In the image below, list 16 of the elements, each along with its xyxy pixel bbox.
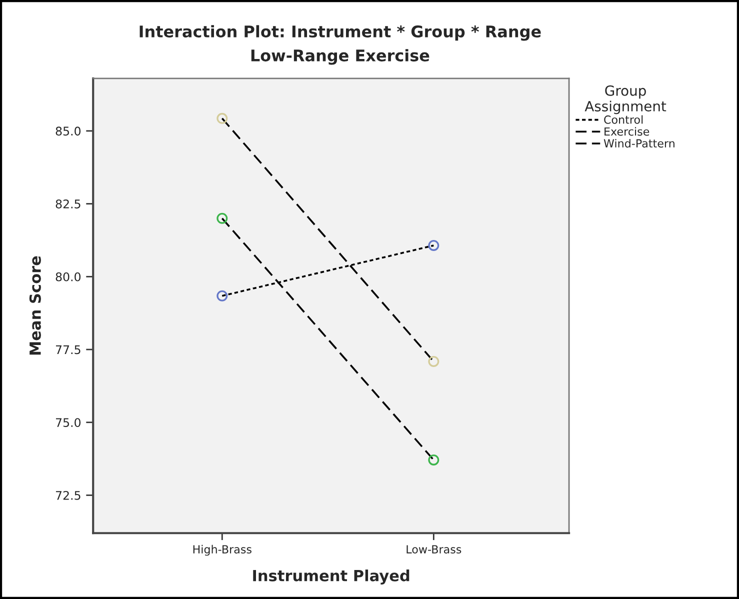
x-tick-label: High-Brass bbox=[193, 544, 252, 556]
y-tick-label: 80.0 bbox=[56, 272, 81, 282]
y-tick-label: 77.5 bbox=[56, 345, 80, 354]
y-tick-label: 75.0 bbox=[56, 418, 81, 428]
y-axis-title: Mean Score bbox=[29, 256, 41, 355]
y-tick-label: 82.5 bbox=[56, 200, 80, 208]
legend-label: Wind-Pattern bbox=[604, 138, 674, 148]
y-tick-label: 72.5 bbox=[56, 490, 80, 500]
x-axis-title: Instrument Played bbox=[253, 570, 410, 584]
chart-title: Interaction Plot: Instrument * Group * Range bbox=[140, 25, 541, 41]
chart-subtitle: Low-Range Exercise bbox=[251, 49, 430, 65]
y-tick-label: 85.0 bbox=[56, 126, 81, 136]
legend-label: Exercise bbox=[604, 127, 650, 136]
x-tick-label: Low-Brass bbox=[406, 545, 462, 554]
legend-label: Control bbox=[604, 115, 643, 124]
legend-title: Group Assignment bbox=[584, 85, 666, 114]
